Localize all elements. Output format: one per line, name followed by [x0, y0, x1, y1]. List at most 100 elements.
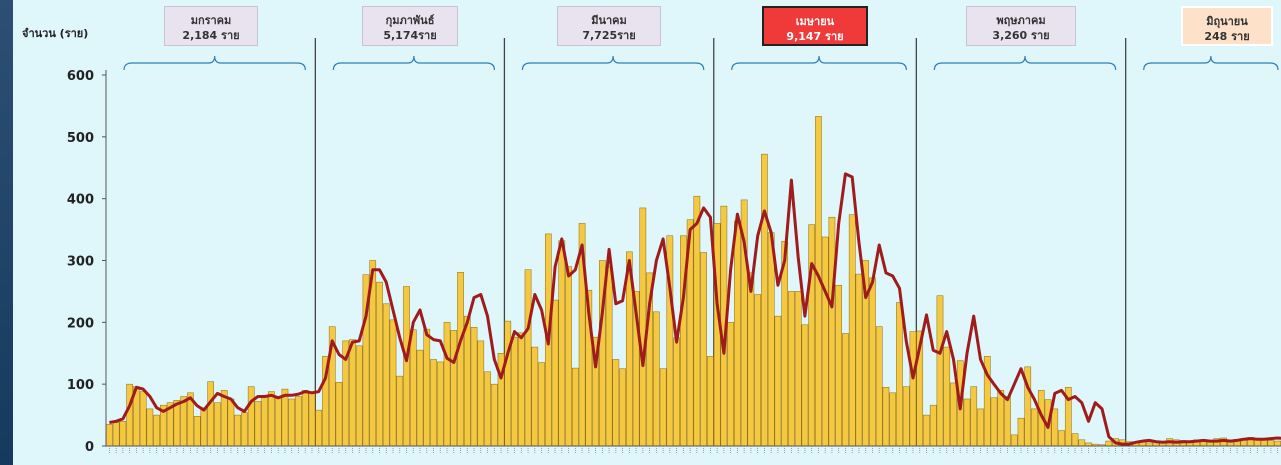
bar — [923, 414, 930, 447]
bar — [990, 397, 998, 447]
bar — [727, 322, 734, 447]
month-total: 5,174ราย — [383, 29, 437, 42]
bar — [247, 386, 255, 447]
month-total: 2,184 ราย — [182, 29, 240, 42]
y-tick-label: 400 — [67, 193, 94, 208]
bar — [470, 327, 478, 447]
bar — [612, 359, 620, 447]
bar — [517, 332, 525, 447]
bar — [389, 319, 397, 447]
y-axis: 0 100 200 300 400 500 600 — [67, 69, 107, 455]
bar — [1058, 430, 1065, 447]
bar — [119, 421, 127, 447]
y-tick-label: 200 — [67, 316, 94, 331]
month-box: มีนาคม 7,725ราย — [557, 6, 661, 46]
bar — [396, 375, 404, 447]
bar — [747, 272, 755, 447]
bar — [274, 397, 282, 447]
month-box: พฤษภาคม 3,260 ราย — [966, 6, 1076, 46]
bar — [241, 412, 248, 447]
month-total: 9,147 ราย — [786, 30, 844, 43]
bar — [842, 333, 849, 447]
month-box: มิถุนายน 248 ราย — [1181, 6, 1273, 46]
bar — [808, 224, 816, 447]
bar — [1274, 440, 1281, 447]
bar — [1254, 439, 1261, 447]
bar — [1017, 417, 1025, 447]
month-name: พฤษภาคม — [996, 14, 1046, 27]
bar — [639, 207, 647, 447]
bar — [774, 315, 782, 447]
left-edge-strip — [0, 0, 13, 465]
y-axis-label: จำนวน (ราย) — [22, 27, 89, 40]
bar — [288, 398, 296, 447]
bar — [504, 320, 512, 447]
bar — [173, 399, 181, 447]
bar — [207, 381, 214, 447]
bar — [794, 291, 802, 447]
month-brace — [521, 55, 705, 71]
bar — [754, 294, 761, 447]
bar — [1200, 441, 1207, 447]
month-dividers — [314, 38, 1127, 446]
month-name: มกราคม — [190, 14, 232, 27]
bar — [1078, 439, 1086, 447]
bar — [605, 266, 613, 447]
bar — [355, 345, 363, 447]
bar — [301, 390, 309, 447]
bar — [713, 223, 721, 447]
bar — [571, 367, 579, 447]
bar — [558, 240, 566, 447]
bar — [936, 295, 944, 447]
bar — [950, 382, 957, 447]
month-name: เมษายน — [795, 15, 835, 28]
bar — [200, 407, 208, 447]
bar — [943, 346, 951, 447]
month-total: 7,725ราย — [582, 29, 636, 42]
bar — [139, 391, 147, 447]
month-brace — [731, 55, 907, 71]
month-brace — [1143, 55, 1279, 71]
bar — [821, 236, 829, 447]
bar — [929, 404, 937, 447]
bar — [308, 392, 316, 447]
bar — [673, 337, 680, 447]
bar — [268, 391, 275, 447]
bar — [457, 271, 464, 447]
bar — [896, 302, 903, 447]
month-braces — [123, 55, 1279, 71]
bar — [1004, 396, 1011, 447]
bar — [403, 286, 410, 447]
bar — [261, 396, 269, 447]
y-tick-label: 500 — [67, 131, 94, 146]
month-name: มิถุนายน — [1206, 15, 1248, 28]
bar — [734, 220, 741, 447]
bar — [909, 331, 917, 447]
moving-average-line — [109, 172, 1281, 446]
bar — [423, 328, 431, 447]
bar — [531, 346, 539, 447]
bar — [801, 324, 809, 447]
month-brace — [933, 55, 1117, 71]
y-tick-label: 100 — [67, 378, 94, 393]
month-brace — [123, 55, 306, 71]
bar — [767, 232, 775, 447]
bar — [1051, 408, 1059, 447]
y-tick-label: 600 — [67, 69, 94, 84]
bar — [761, 153, 768, 447]
bar — [295, 396, 302, 447]
bar — [443, 322, 451, 447]
bar — [882, 387, 890, 447]
bar — [376, 281, 383, 447]
bar — [659, 368, 667, 447]
bar — [254, 401, 262, 447]
bar — [970, 386, 978, 447]
bar — [1071, 433, 1079, 447]
bar — [1031, 408, 1038, 447]
bar — [835, 284, 843, 447]
month-total: 3,260 ราย — [992, 29, 1050, 42]
month-total: 248 ราย — [1204, 30, 1250, 43]
bar — [977, 408, 984, 447]
bar — [997, 390, 1005, 447]
